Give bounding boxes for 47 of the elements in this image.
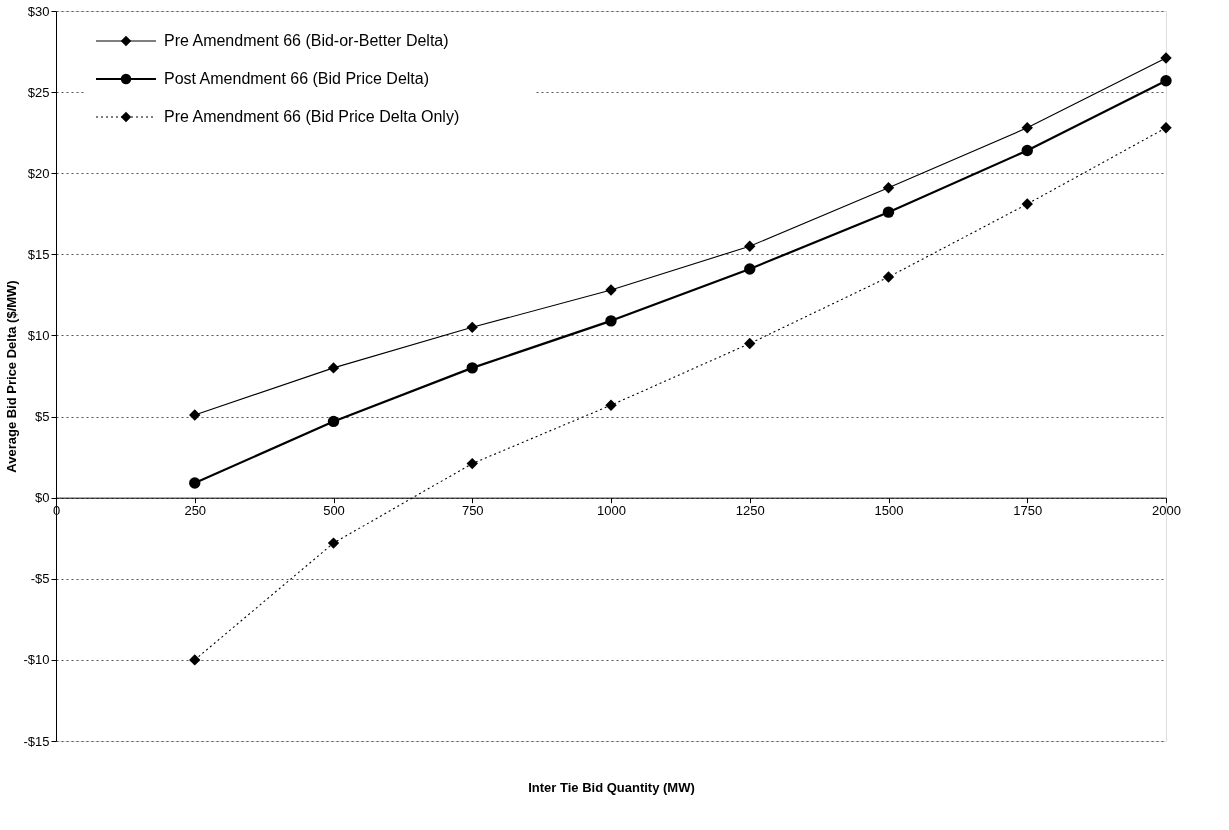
x-tick-label: 750 xyxy=(461,503,484,519)
y-tick-label: $15 xyxy=(27,246,50,262)
point xyxy=(1021,144,1033,157)
point xyxy=(882,206,895,218)
point xyxy=(1021,122,1033,134)
point xyxy=(744,337,756,350)
x-tick-label: 1250 xyxy=(735,503,765,519)
x-tick-label: 250 xyxy=(184,503,207,519)
x-axis-title: Inter Tie Bid Quantity (MW) xyxy=(528,779,695,795)
point xyxy=(327,537,340,549)
point xyxy=(605,399,617,411)
y-tick-label: $20 xyxy=(27,165,50,181)
point xyxy=(1160,52,1172,64)
legend-label: Post Amendment 66 (Bid Price Delta) xyxy=(164,70,430,87)
legend-label: Pre Amendment 66 (Bid Price Delta Only) xyxy=(164,108,460,125)
legend-label: Pre Amendment 66 (Bid-or-Better Delta) xyxy=(164,32,449,49)
y-tick-label: $5 xyxy=(35,409,50,425)
point xyxy=(882,271,895,283)
point xyxy=(466,321,478,334)
x-tick-label: 500 xyxy=(323,503,345,519)
y-tick-label: -$5 xyxy=(30,571,50,587)
x-tick-label: 2000 xyxy=(1152,503,1181,519)
y-tick-label: $25 xyxy=(27,84,50,100)
point xyxy=(605,315,617,327)
point xyxy=(1160,122,1172,134)
y-axis-title: Average Bid Price Delta ($/MW) xyxy=(4,280,20,473)
y-tick-label: -$10 xyxy=(23,652,50,668)
y-tick-label: -$15 xyxy=(23,733,50,749)
x-tick-label: 1500 xyxy=(874,503,904,519)
point xyxy=(327,362,340,374)
point xyxy=(466,362,478,374)
y-tick-label: $30 xyxy=(27,3,50,19)
point xyxy=(744,263,756,275)
point xyxy=(189,477,201,489)
point xyxy=(744,240,756,252)
y-tick-label: $10 xyxy=(27,327,50,343)
y-tick-label: $0 xyxy=(35,490,50,506)
x-tick-label: 1000 xyxy=(597,503,626,519)
point xyxy=(1021,198,1033,210)
point xyxy=(605,284,617,296)
point xyxy=(327,415,340,428)
x-tick-label: 1750 xyxy=(1013,503,1043,519)
point xyxy=(1160,75,1172,87)
point xyxy=(189,409,201,421)
point xyxy=(466,457,478,470)
point xyxy=(882,182,895,194)
point xyxy=(189,654,201,666)
